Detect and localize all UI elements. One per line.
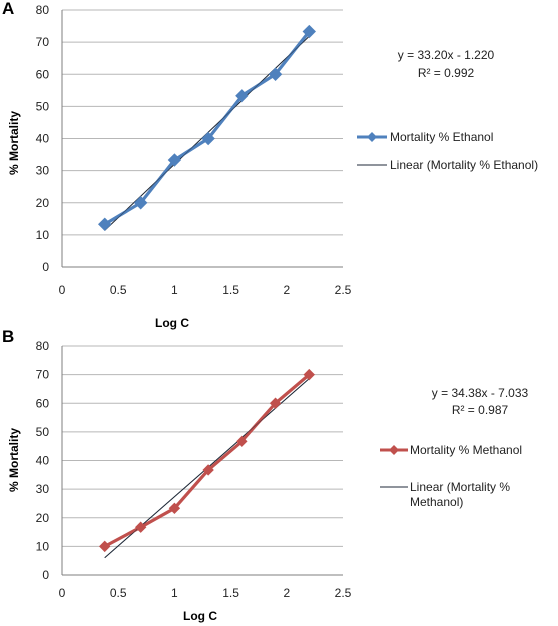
- x-tick-label: 0.5: [110, 586, 127, 600]
- series-line: [103, 30, 311, 226]
- x-tick-label: 1: [171, 283, 178, 297]
- y-tick-label: 80: [36, 3, 50, 17]
- data-point-marker: [303, 368, 315, 381]
- trendline-r2: R² = 0.992: [418, 66, 475, 80]
- trendline-equation: y = 33.20x - 1.220: [398, 48, 495, 62]
- y-tick-label: 0: [42, 260, 49, 274]
- y-tick-label: 50: [36, 99, 50, 113]
- panel-label: A: [2, 0, 14, 18]
- y-tick-label: 10: [36, 539, 50, 553]
- y-tick-label: 70: [36, 368, 50, 382]
- y-tick-label: 60: [36, 67, 50, 81]
- x-tick-label: 1.5: [222, 283, 239, 297]
- y-tick-label: 70: [36, 35, 50, 49]
- y-axis-title: % Mortality: [7, 111, 21, 175]
- legend-trendline-label: Linear (Mortality % Ethanol): [390, 158, 538, 172]
- data-point-marker: [202, 464, 214, 476]
- data-point-marker: [268, 67, 283, 81]
- y-axis-title: % Mortality: [7, 428, 21, 492]
- panel-b: B 0 10 20 30 40 50 60 70 80 0 0.5 1 1.5 2 2.5 Log C % Mor…: [2, 327, 529, 623]
- panel-label: B: [2, 327, 14, 346]
- x-tick-label: 2: [283, 586, 290, 600]
- y-tick-label: 40: [36, 454, 50, 468]
- trendline-r2: R² = 0.987: [452, 403, 509, 417]
- legend-trendline-label: Linear (Mortality %: [410, 480, 510, 494]
- x-tick-label: 2.5: [335, 586, 352, 600]
- trendline-equation: y = 34.38x - 7.033: [432, 386, 529, 400]
- legend-series-swatch-marker: [389, 445, 399, 455]
- legend-series-label: Mortality % Ethanol: [390, 130, 493, 144]
- y-tick-label: 30: [36, 482, 50, 496]
- data-point-marker: [302, 24, 316, 39]
- x-tick-label: 2: [283, 283, 290, 297]
- data-point-marker: [269, 397, 282, 409]
- x-tick-label: 2.5: [335, 283, 352, 297]
- data-point-marker: [98, 217, 112, 231]
- y-tick-label: 20: [36, 196, 50, 210]
- x-tick-label: 0: [59, 586, 66, 600]
- data-point-marker: [134, 521, 147, 533]
- y-tick-label: 30: [36, 164, 50, 178]
- data-point-marker: [168, 502, 181, 515]
- data-point-marker: [236, 435, 248, 448]
- y-tick-label: 60: [36, 396, 50, 410]
- y-tick-label: 20: [36, 511, 50, 525]
- x-tick-label: 0.5: [110, 283, 127, 297]
- y-tick-label: 80: [36, 339, 50, 353]
- y-tick-label: 0: [42, 568, 49, 582]
- x-axis-title: Log C: [183, 609, 217, 623]
- y-tick-label: 40: [36, 132, 50, 146]
- data-point-marker: [235, 89, 249, 103]
- legend-series-label: Mortality % Methanol: [410, 443, 522, 457]
- data-point-marker: [99, 540, 111, 553]
- data-point-marker: [133, 196, 148, 210]
- data-point-marker: [201, 131, 215, 146]
- x-tick-label: 0: [59, 283, 66, 297]
- y-tick-label: 50: [36, 425, 50, 439]
- y-tick-label: 10: [36, 228, 50, 242]
- x-axis-title: Log C: [155, 316, 189, 330]
- panel-a: A 0 10 20 30 40 50 60 70 80 0 0.5 1 1.5 2 2.5 Log C % Mor…: [2, 0, 538, 330]
- x-tick-label: 1.5: [222, 586, 239, 600]
- x-tick-label: 1: [171, 586, 178, 600]
- data-point-marker: [167, 153, 182, 167]
- legend-trendline-label: Methanol): [410, 495, 463, 509]
- legend-series-swatch-marker: [367, 132, 377, 142]
